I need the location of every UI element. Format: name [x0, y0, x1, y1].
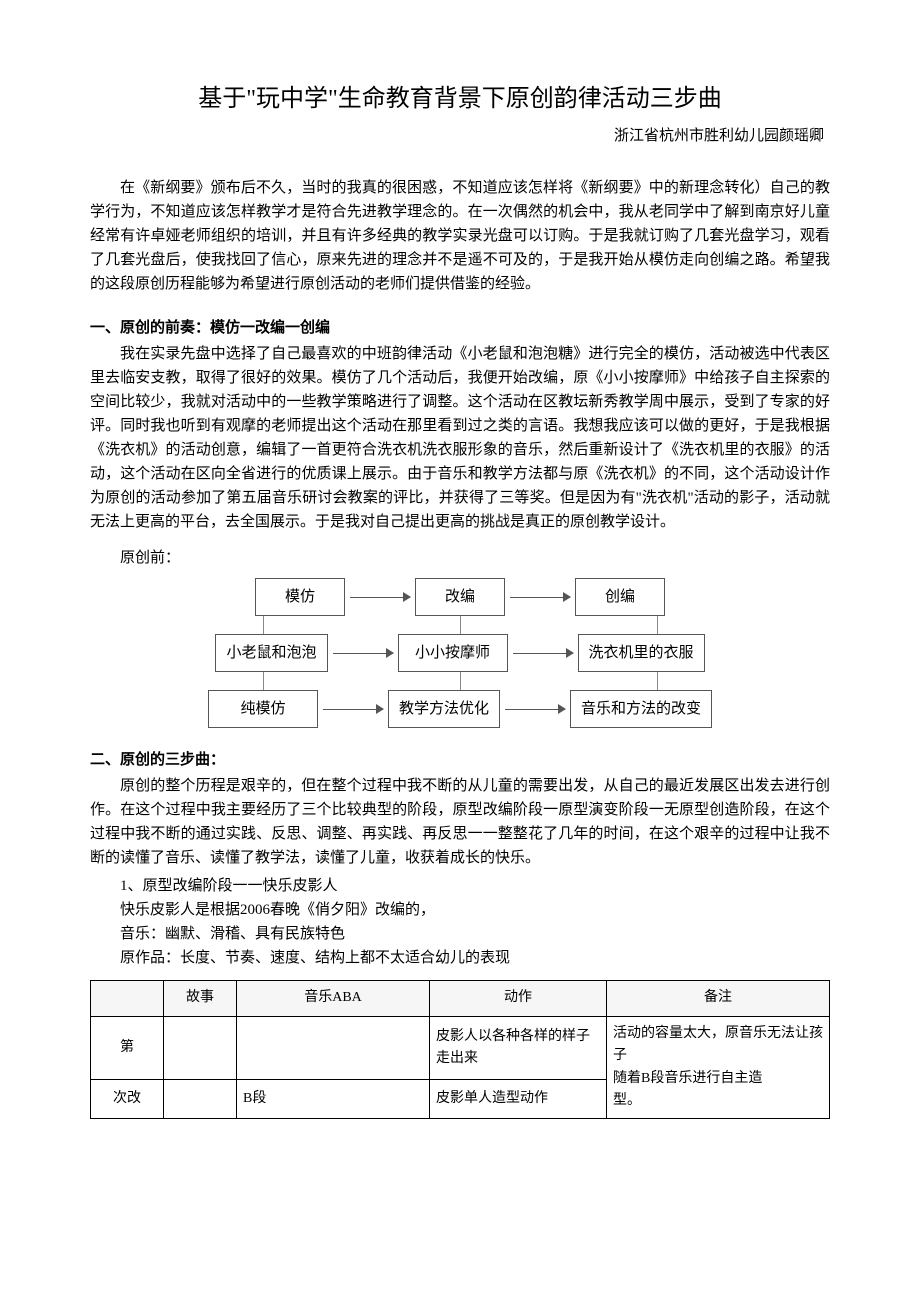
intro-paragraph: 在《新纲要》颁布后不久，当时的我真的很困惑，不知道应该怎样将《新纲要》中的新理念… [90, 176, 830, 296]
flow-row-2: 小老鼠和泡泡 小小按摩师 洗衣机里的衣服 [160, 634, 760, 672]
table-row: 第 皮影人以各种各样的样子走出来 活动的容量太大，原音乐无法让孩子 随着B段音乐… [91, 1016, 830, 1080]
table-cell: 次改 [91, 1080, 164, 1119]
arrow-right-icon [345, 597, 415, 598]
arrow-right-icon [505, 597, 575, 598]
table-cell: B段 [237, 1080, 430, 1119]
table-cell: 皮影单人造型动作 [430, 1080, 607, 1119]
section-2-heading: 二、原创的三步曲： [90, 748, 830, 772]
arrow-right-icon [328, 653, 398, 654]
flow-node: 改编 [415, 578, 505, 616]
flow-node: 纯模仿 [208, 690, 318, 728]
flow-node: 小老鼠和泡泡 [215, 634, 327, 672]
table-header [91, 981, 164, 1016]
table-header: 备注 [607, 981, 830, 1016]
note-line: 随着B段音乐进行自主造 [613, 1071, 762, 1086]
flow-node: 教学方法优化 [388, 690, 500, 728]
note-line: 型。 [613, 1093, 641, 1108]
flow-node: 模仿 [255, 578, 345, 616]
table-header: 故事 [164, 981, 237, 1016]
section-1-body: 我在实录先盘中选择了自己最喜欢的中班韵律活动《小老鼠和泡泡糖》进行完全的模仿，活… [90, 342, 830, 534]
table-cell: 皮影人以各种各样的样子走出来 [430, 1016, 607, 1080]
author-line: 浙江省杭州市胜利幼儿园颜瑶卿 [90, 124, 830, 148]
arrow-right-icon [500, 709, 570, 710]
section-2-item1: 1、原型改编阶段一一快乐皮影人 [90, 874, 830, 898]
arrow-right-icon [508, 653, 578, 654]
table-cell [164, 1080, 237, 1119]
flow-node: 洗衣机里的衣服 [578, 634, 705, 672]
flow-node: 音乐和方法的改变 [570, 690, 712, 728]
section-2-line: 音乐：幽默、滑稽、具有民族特色 [90, 922, 830, 946]
pre-origin-label: 原创前： [90, 546, 830, 570]
flow-node: 小小按摩师 [398, 634, 508, 672]
table-cell [237, 1016, 430, 1080]
flowchart: 模仿 改编 创编 小老鼠和泡泡 小小按摩师 洗衣机里的衣服 纯模仿 教学方法优化… [160, 578, 760, 728]
table-header: 音乐ABA [237, 981, 430, 1016]
flow-connectors [160, 672, 760, 690]
note-line: 活动的容量太大，原音乐无法让孩子 [613, 1026, 823, 1063]
flow-row-3: 纯模仿 教学方法优化 音乐和方法的改变 [160, 690, 760, 728]
section-2-body: 原创的整个历程是艰辛的，但在整个过程中我不断的从儿童的需要出发，从自己的最近发展… [90, 774, 830, 870]
activity-table: 故事 音乐ABA 动作 备注 第 皮影人以各种各样的样子走出来 活动的容量太大，… [90, 980, 830, 1119]
section-2-line: 快乐皮影人是根据2006春晚《俏夕阳》改编的， [90, 898, 830, 922]
flow-node: 创编 [575, 578, 665, 616]
table-cell [164, 1016, 237, 1080]
page-title: 基于"玩中学"生命教育背景下原创韵律活动三步曲 [90, 80, 830, 118]
flow-connectors [160, 616, 760, 634]
flow-row-1: 模仿 改编 创编 [160, 578, 760, 616]
table-header-row: 故事 音乐ABA 动作 备注 [91, 981, 830, 1016]
arrow-right-icon [318, 709, 388, 710]
section-2-line: 原作品：长度、节奏、速度、结构上都不太适合幼儿的表现 [90, 946, 830, 970]
section-1-heading: 一、原创的前奏：模仿一改编一创编 [90, 316, 830, 340]
table-header: 动作 [430, 981, 607, 1016]
table-cell: 第 [91, 1016, 164, 1080]
table-cell: 活动的容量太大，原音乐无法让孩子 随着B段音乐进行自主造 型。 [607, 1016, 830, 1119]
